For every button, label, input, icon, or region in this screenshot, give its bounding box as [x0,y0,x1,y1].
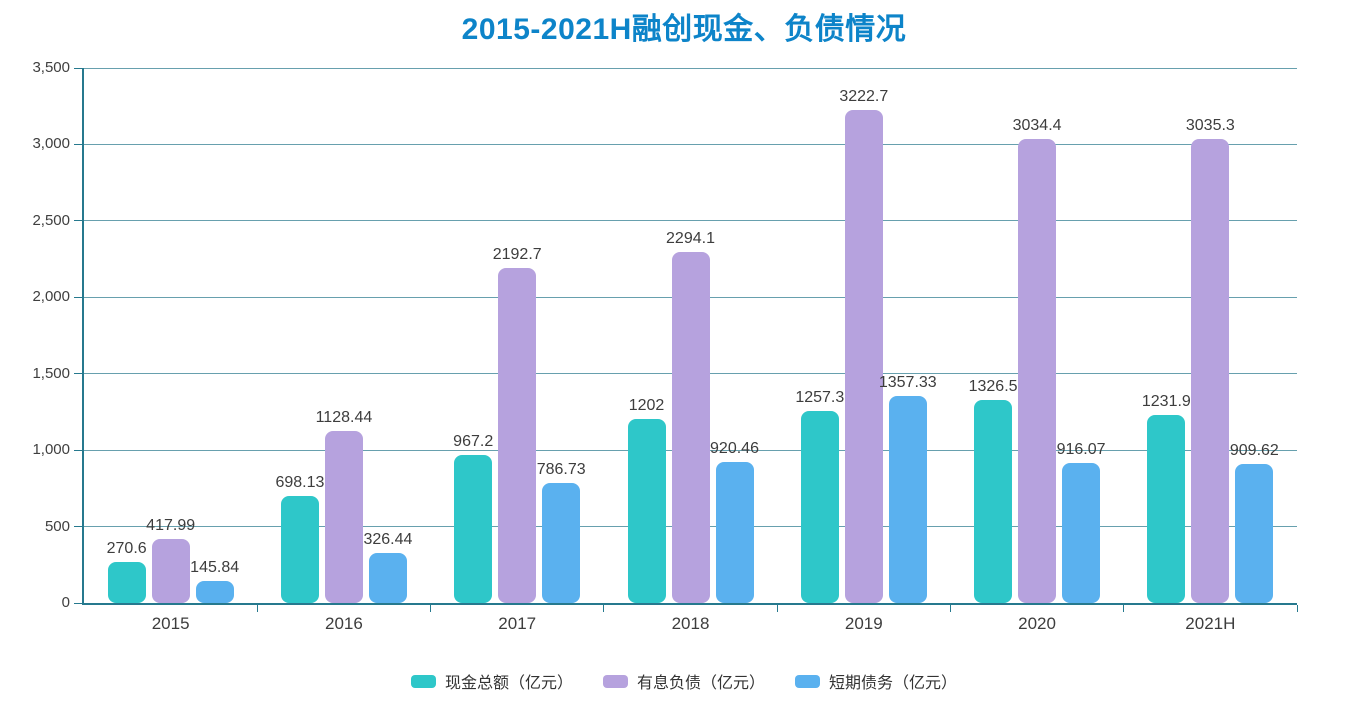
bar-value-label: 1202 [628,397,665,415]
bar-value-label: 2192.7 [492,245,542,263]
bar-value-label: 1257.3 [795,388,845,406]
legend-item-短期债务（亿元）[interactable]: 短期债务（亿元） [795,669,957,693]
bar-value-label: 909.62 [1229,441,1279,459]
x-category-label: 2020 [1018,614,1056,633]
bar-现金总额（亿元）-2016[interactable] [280,496,319,603]
y-tick-label: 0 [61,594,70,611]
x-axis-tick [949,605,951,612]
y-axis-tick [74,67,82,69]
legend: 现金总额（亿元） 有息负债（亿元） 短期债务（亿元） [0,668,1368,694]
bar-有息负债（亿元）-2019[interactable] [844,110,883,603]
bar-有息负债（亿元）-2020[interactable] [1018,139,1057,603]
bar-现金总额（亿元）-2018[interactable] [627,419,666,603]
x-category-label: 2019 [844,614,883,633]
bar-短期债务（亿元）-2019[interactable] [888,395,927,603]
bar-有息负债（亿元）-2018[interactable] [671,252,710,603]
legend-label: 有息负债（亿元） [636,675,765,692]
y-tick-label: 500 [44,517,70,535]
bar-现金总额（亿元）-2019[interactable] [800,410,839,603]
x-category-label: 2016 [325,614,363,633]
bar-value-label: 786.73 [536,460,586,478]
y-tick-label: 1,000 [32,441,70,459]
bar-value-label: 3035.3 [1185,117,1235,135]
bar-value-label: 145.84 [190,558,240,576]
x-category-label: 2018 [671,614,710,633]
legend-label: 短期债务（亿元） [829,675,958,692]
x-axis-tick [603,605,605,612]
bar-现金总额（亿元）-2020[interactable] [974,400,1013,603]
x-axis-tick [1296,605,1298,612]
gridline [84,220,1297,222]
bar-value-label: 1128.44 [315,408,373,426]
bar-value-label: 967.2 [453,433,494,451]
legend-item-有息负债（亿元）[interactable]: 有息负债（亿元） [602,669,765,693]
gridline [84,67,1297,69]
x-category-label: 2021H [1185,614,1236,633]
bar-有息负债（亿元）-2017[interactable] [498,267,537,603]
x-axis-tick [430,605,432,612]
bar-value-label: 417.99 [146,517,196,535]
bar-短期债务（亿元）-2020[interactable] [1062,462,1101,603]
y-tick-label: 3,000 [32,135,70,153]
y-axis-tick [74,220,82,222]
x-axis-tick [776,605,778,612]
y-axis-tick [74,373,82,375]
x-axis-tick [1123,605,1125,612]
bar-value-label: 1357.33 [878,373,937,391]
y-axis-tick [74,143,82,145]
bar-value-label: 2294.1 [666,230,715,248]
x-axis-line [82,603,1297,605]
legend-marker-icon [410,674,436,688]
bar-value-label: 920.46 [710,440,759,458]
x-category-label: 2015 [151,614,190,633]
bar-有息负债（亿元）-2015[interactable] [151,539,190,603]
gridline [84,143,1297,145]
x-axis-tick [256,605,258,612]
y-tick-label: 3,500 [32,59,70,76]
y-axis-tick [74,449,82,451]
bar-短期债务（亿元）-2018[interactable] [715,462,754,603]
chart-title: 2015-2021H融创现金、负债情况 [461,13,907,46]
bar-现金总额（亿元）-2017[interactable] [454,455,493,603]
legend-marker-icon [602,674,628,688]
y-tick-label: 2,000 [32,288,70,306]
bar-value-label: 3222.7 [839,88,889,106]
bar-value-label: 698.13 [275,474,325,492]
bar-value-label: 3034.4 [1012,117,1062,135]
y-tick-label: 2,500 [32,211,70,229]
y-axis-tick [74,526,82,528]
bar-有息负债（亿元）-2021H[interactable] [1191,139,1230,603]
bar-有息负债（亿元）-2016[interactable] [324,430,363,603]
legend-item-现金总额（亿元）[interactable]: 现金总额（亿元） [410,669,573,693]
legend-marker-icon [795,674,820,688]
plot-area: 0 500 1,000 1,500 2,000 2,500 3,000 3,500 2015 27… [32,59,1298,633]
bar-短期债务（亿元）-2017[interactable] [542,482,581,603]
bar-value-label: 916.07 [1056,440,1106,458]
bar-value-label: 270.6 [106,539,147,557]
bar-现金总额（亿元）-2021H[interactable] [1147,414,1186,603]
y-tick-label: 1,500 [32,364,70,382]
bar-value-label: 326.44 [363,531,413,549]
bar-value-label: 1231.9 [1141,392,1191,410]
bar-短期债务（亿元）-2015[interactable] [195,580,234,603]
y-axis-tick [74,296,82,298]
legend-label: 现金总额（亿元） [444,675,573,692]
y-axis-line [82,68,84,605]
bar-现金总额（亿元）-2015[interactable] [107,561,146,603]
y-axis-tick [74,602,82,604]
bar-短期债务（亿元）-2021H[interactable] [1235,463,1274,603]
bar-短期债务（亿元）-2016[interactable] [368,553,407,603]
x-category-label: 2017 [498,614,537,633]
bar-value-label: 1326.5 [968,378,1018,396]
